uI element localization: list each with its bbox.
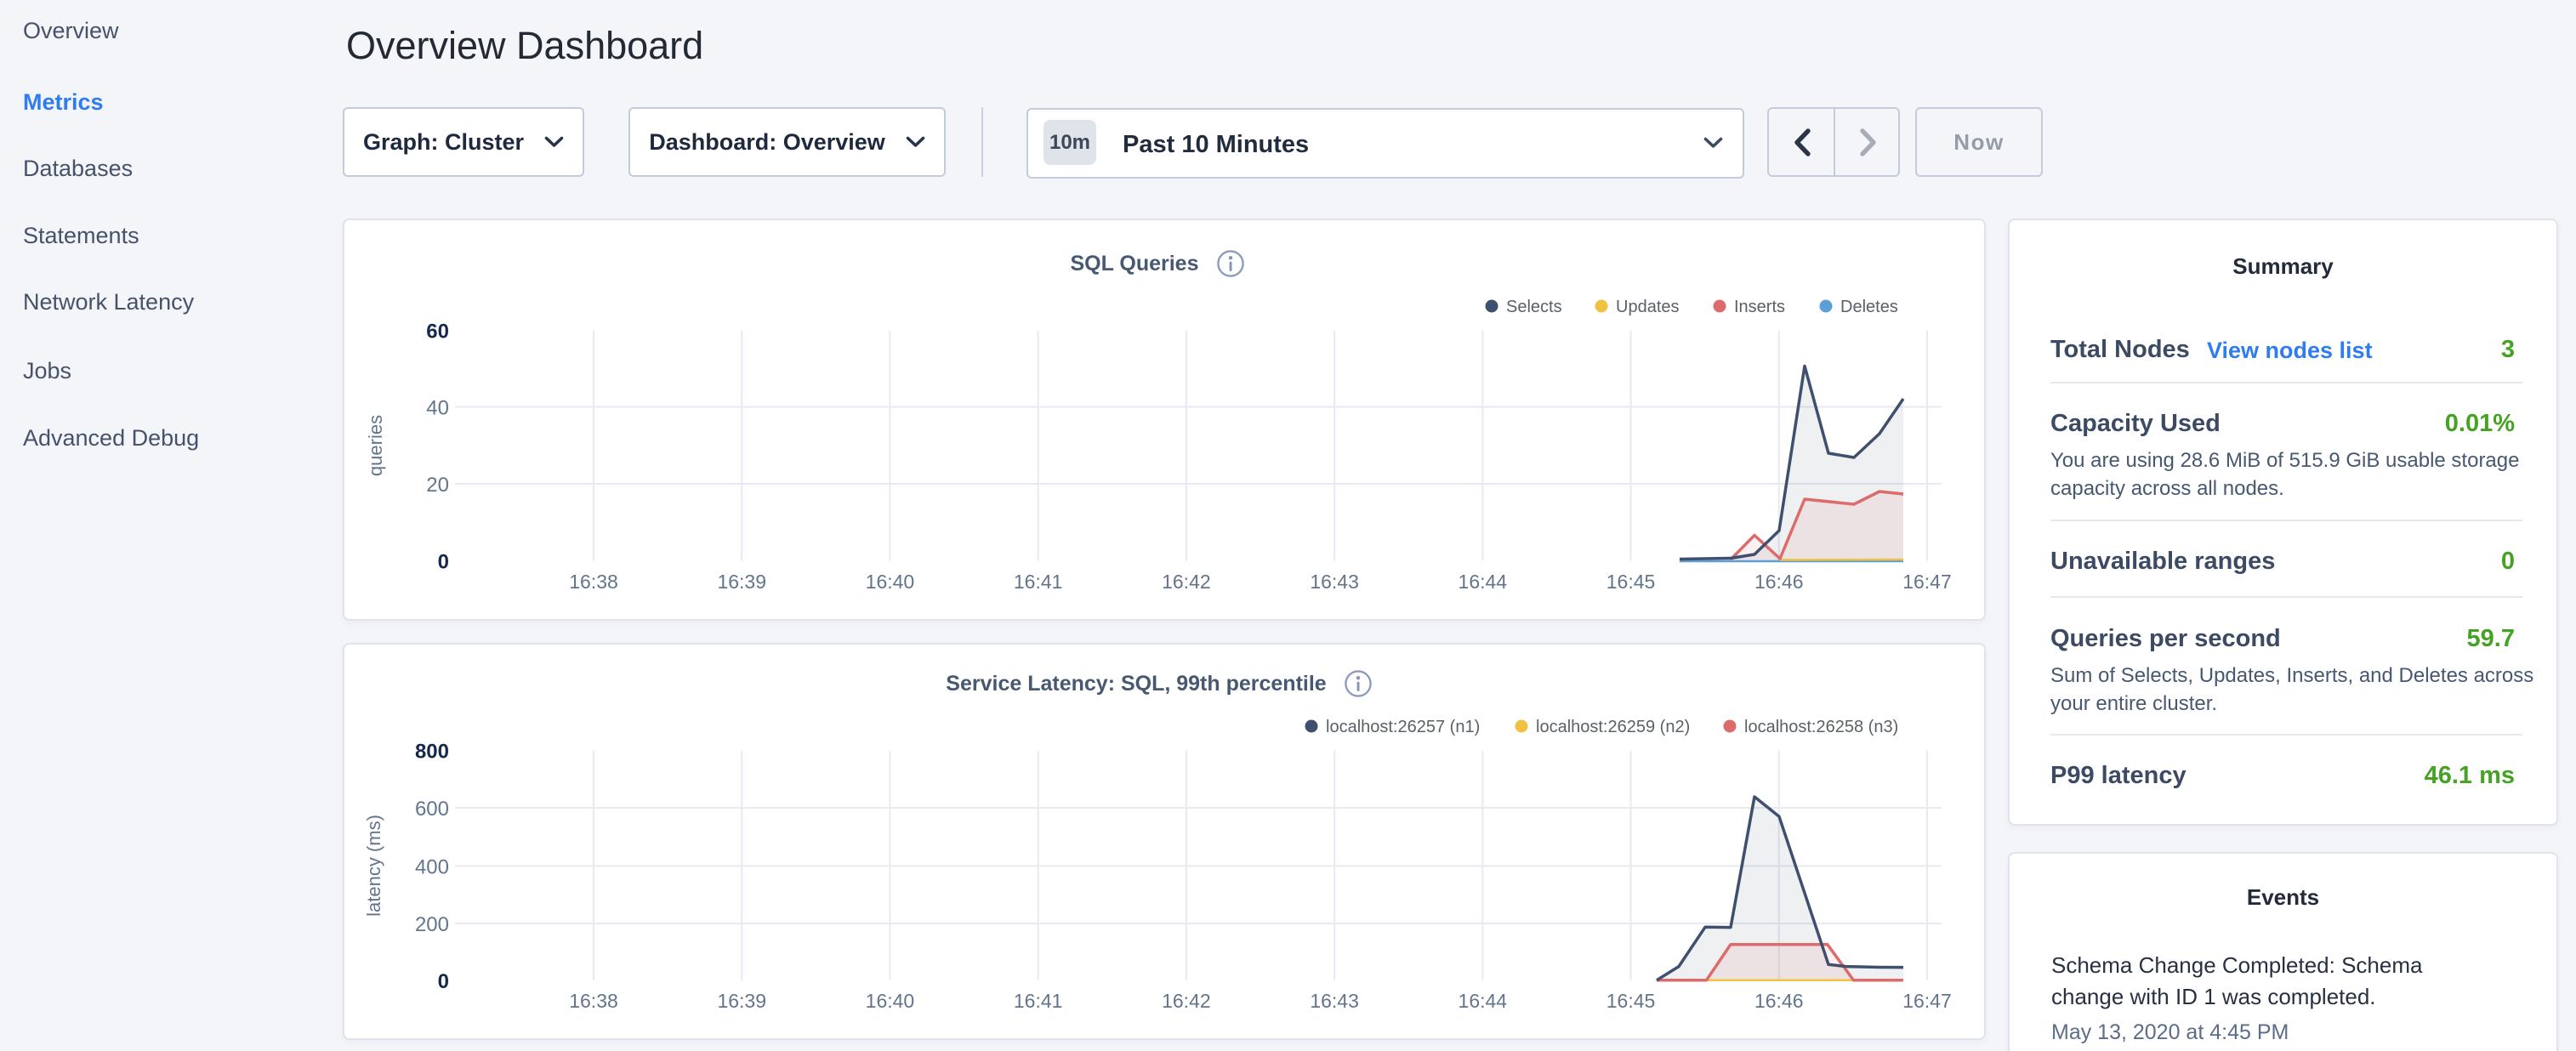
svg-text:800: 800 xyxy=(415,741,449,764)
svg-text:200: 200 xyxy=(415,913,449,936)
svg-text:localhost:26257 (n1): localhost:26257 (n1) xyxy=(1326,718,1480,736)
svg-text:16:46: 16:46 xyxy=(1754,571,1804,593)
svg-text:20: 20 xyxy=(426,474,449,497)
svg-text:16:39: 16:39 xyxy=(717,990,766,1012)
svg-text:600: 600 xyxy=(415,798,449,821)
svg-text:16:45: 16:45 xyxy=(1606,571,1656,593)
svg-text:16:40: 16:40 xyxy=(866,990,915,1012)
svg-text:16:44: 16:44 xyxy=(1459,571,1508,593)
svg-text:localhost:26258 (n3): localhost:26258 (n3) xyxy=(1744,718,1898,736)
svg-text:16:41: 16:41 xyxy=(1014,571,1063,593)
svg-text:localhost:26259 (n2): localhost:26259 (n2) xyxy=(1536,718,1690,736)
svg-text:16:45: 16:45 xyxy=(1606,990,1656,1012)
svg-text:16:41: 16:41 xyxy=(1014,990,1063,1012)
svg-text:16:38: 16:38 xyxy=(569,571,618,593)
svg-text:16:43: 16:43 xyxy=(1310,571,1359,593)
svg-text:Deletes: Deletes xyxy=(1840,298,1898,316)
svg-text:16:38: 16:38 xyxy=(569,990,618,1012)
svg-text:16:40: 16:40 xyxy=(866,571,915,593)
svg-text:Updates: Updates xyxy=(1616,298,1680,316)
svg-text:16:47: 16:47 xyxy=(1902,571,1952,593)
svg-text:16:39: 16:39 xyxy=(717,571,766,593)
svg-text:16:42: 16:42 xyxy=(1162,990,1211,1012)
svg-text:16:42: 16:42 xyxy=(1162,571,1211,593)
svg-text:16:44: 16:44 xyxy=(1459,990,1508,1012)
svg-text:16:47: 16:47 xyxy=(1902,990,1952,1012)
svg-text:16:43: 16:43 xyxy=(1310,990,1359,1012)
svg-text:latency (ms): latency (ms) xyxy=(363,815,384,917)
svg-text:60: 60 xyxy=(426,321,449,344)
svg-text:queries: queries xyxy=(365,415,386,476)
svg-text:400: 400 xyxy=(415,856,449,879)
svg-text:0: 0 xyxy=(438,551,449,574)
svg-text:0: 0 xyxy=(438,970,449,993)
svg-text:16:46: 16:46 xyxy=(1754,990,1804,1012)
svg-text:40: 40 xyxy=(426,397,449,420)
svg-text:Selects: Selects xyxy=(1506,298,1562,316)
svg-text:Inserts: Inserts xyxy=(1734,298,1785,316)
